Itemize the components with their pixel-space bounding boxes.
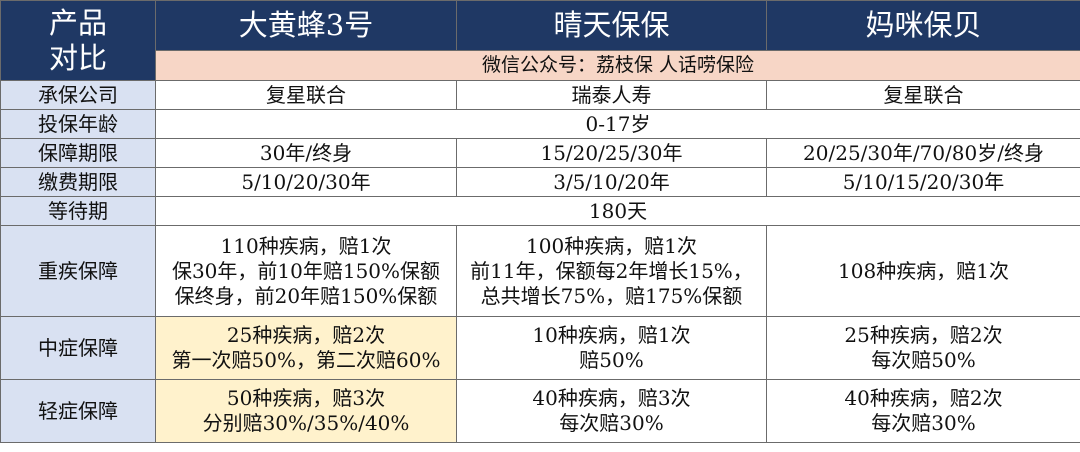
row-label-age: 投保年龄	[0, 109, 156, 139]
company-value-2: 瑞泰人寿	[456, 80, 767, 110]
corner-header-line2: 对比	[48, 40, 107, 75]
moderate-2-line1: 10种疾病，赔1次	[532, 323, 691, 347]
corner-header-cell: 产品 对比	[0, 0, 156, 81]
moderate-3-line2: 每次赔50%	[871, 348, 976, 372]
term-value-3: 20/25/30年/70/80岁/终身	[766, 138, 1080, 168]
critical-2-line3: 总共增长75%，赔175%保额	[480, 283, 743, 308]
moderate-3-line1: 25种疾病，赔2次	[844, 323, 1003, 347]
moderate-2-line2: 赔50%	[579, 348, 644, 372]
moderate-1-line2: 第一次赔50%，第二次赔60%	[171, 348, 441, 372]
critical-cell-3: 108种疾病，赔1次	[766, 225, 1080, 317]
row-label-company: 承保公司	[0, 80, 156, 110]
critical-cell-1: 110种疾病，赔1次 保30年，前10年赔150%保额 保终身，前20年赔150…	[155, 225, 457, 317]
mild-cell-3: 40种疾病，赔2次 每次赔30%	[766, 379, 1080, 443]
critical-1-line2: 保30年，前10年赔150%保额	[171, 258, 441, 283]
row-label-wait: 等待期	[0, 196, 156, 226]
row-label-pay: 缴费期限	[0, 167, 156, 197]
critical-cell-2: 100种疾病，赔1次 前11年，保额每2年增长15%， 总共增长75%，赔175…	[456, 225, 767, 317]
product-header-3: 妈咪保贝	[766, 0, 1080, 51]
term-value-2: 15/20/25/30年	[456, 138, 767, 168]
mild-2-line2: 每次赔30%	[559, 411, 664, 435]
mild-3-line2: 每次赔30%	[871, 411, 976, 435]
moderate-cell-2: 10种疾病，赔1次 赔50%	[456, 316, 767, 380]
critical-3-line1: 108种疾病，赔1次	[838, 258, 1009, 283]
product-header-1: 大黄蜂3号	[155, 0, 457, 51]
row-label-moderate: 中症保障	[0, 316, 156, 380]
company-value-3: 复星联合	[766, 80, 1080, 110]
pay-value-2: 3/5/10/20年	[456, 167, 767, 197]
wechat-banner: 微信公众号：荔枝保 人话唠保险	[155, 50, 1080, 81]
mild-2-line1: 40种疾病，赔3次	[532, 386, 691, 410]
mild-3-line1: 40种疾病，赔2次	[844, 386, 1003, 410]
wait-value: 180天	[155, 196, 1080, 226]
row-label-term: 保障期限	[0, 138, 156, 168]
pay-value-3: 5/10/15/20/30年	[766, 167, 1080, 197]
moderate-cell-3: 25种疾病，赔2次 每次赔50%	[766, 316, 1080, 380]
critical-1-line3: 保终身，前20年赔150%保额	[174, 283, 438, 308]
term-value-1: 30年/终身	[155, 138, 457, 168]
mild-cell-1: 50种疾病，赔3次 分别赔30%/35%/40%	[155, 379, 457, 443]
company-value-1: 复星联合	[155, 80, 457, 110]
mild-cell-2: 40种疾病，赔3次 每次赔30%	[456, 379, 767, 443]
critical-1-line1: 110种疾病，赔1次	[220, 233, 392, 258]
product-header-2: 晴天保保	[456, 0, 767, 51]
row-label-mild: 轻症保障	[0, 379, 156, 443]
row-label-critical: 重疾保障	[0, 225, 156, 317]
pay-value-1: 5/10/20/30年	[155, 167, 457, 197]
moderate-cell-1: 25种疾病，赔2次 第一次赔50%，第二次赔60%	[155, 316, 457, 380]
critical-2-line2: 前11年，保额每2年增长15%，	[470, 258, 753, 283]
critical-2-line1: 100种疾病，赔1次	[526, 233, 697, 258]
moderate-1-line1: 25种疾病，赔2次	[226, 323, 386, 347]
corner-header-line1: 产品	[48, 5, 107, 40]
age-value: 0-17岁	[155, 109, 1080, 139]
mild-1-line1: 50种疾病，赔3次	[226, 386, 386, 410]
mild-1-line2: 分别赔30%/35%/40%	[202, 411, 410, 435]
